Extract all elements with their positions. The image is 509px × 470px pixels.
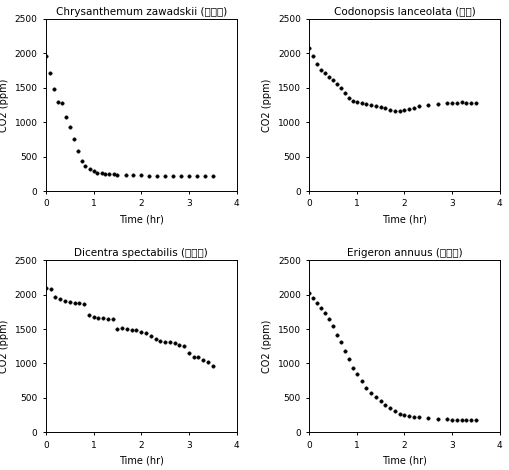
Title: Dicentra spectabilis (금낙화): Dicentra spectabilis (금낙화)	[74, 248, 208, 258]
Title: Codonopsis lanceolata (더덝): Codonopsis lanceolata (더덝)	[333, 7, 474, 16]
Y-axis label: CO2 (ppm): CO2 (ppm)	[262, 320, 272, 373]
X-axis label: Time (hr): Time (hr)	[119, 455, 163, 465]
Y-axis label: CO2 (ppm): CO2 (ppm)	[0, 78, 9, 132]
Title: Erigeron annuus (개망초): Erigeron annuus (개망초)	[346, 248, 461, 258]
Y-axis label: CO2 (ppm): CO2 (ppm)	[262, 78, 272, 132]
X-axis label: Time (hr): Time (hr)	[381, 214, 426, 224]
X-axis label: Time (hr): Time (hr)	[119, 214, 163, 224]
X-axis label: Time (hr): Time (hr)	[381, 455, 426, 465]
Y-axis label: CO2 (ppm): CO2 (ppm)	[0, 320, 9, 373]
Title: Chrysanthemum zawadskii (구절초): Chrysanthemum zawadskii (구절초)	[55, 7, 227, 16]
